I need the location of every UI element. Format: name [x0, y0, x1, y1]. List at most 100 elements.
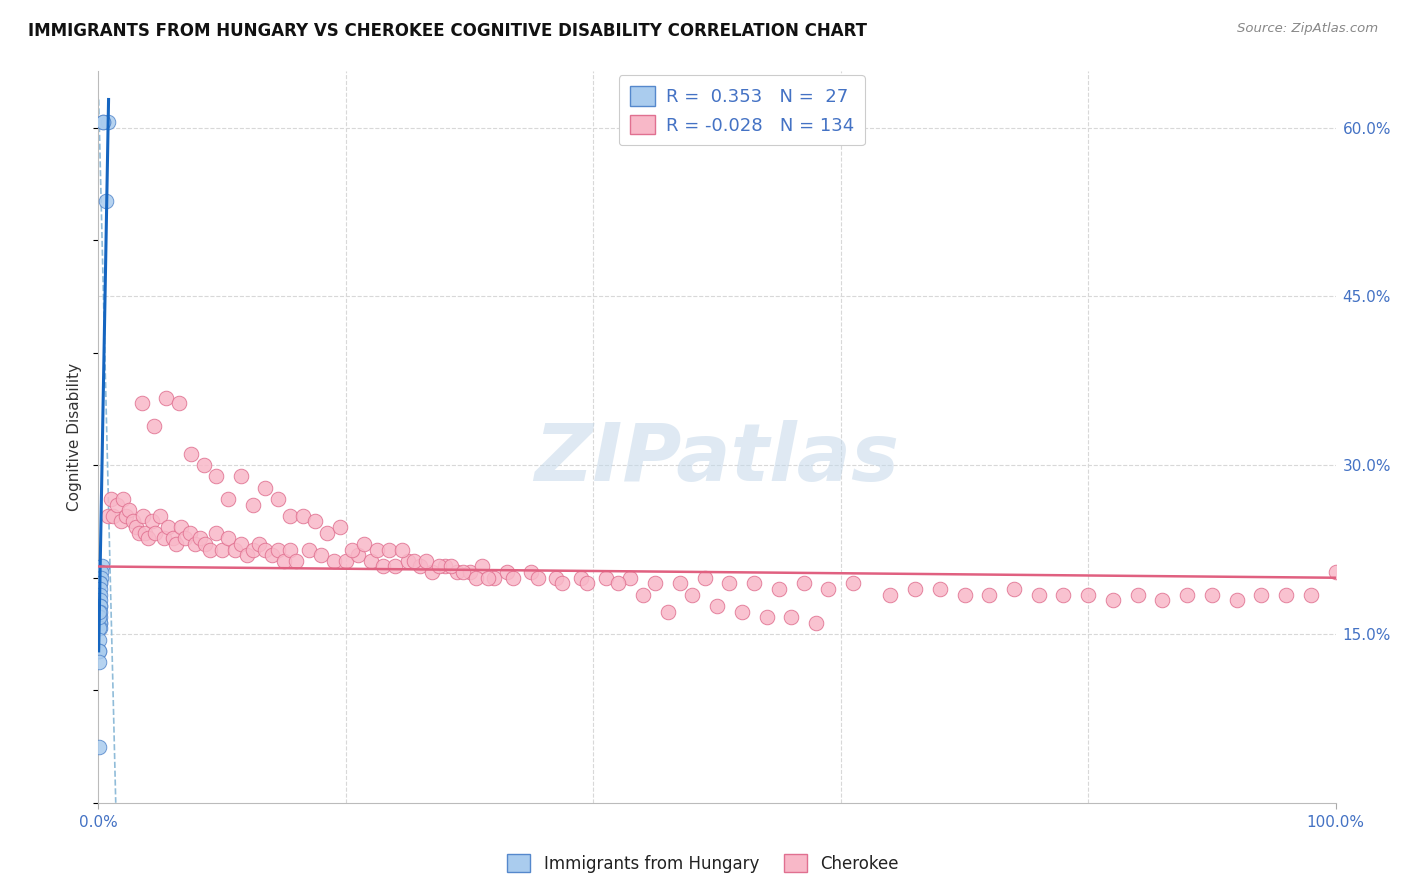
Point	[156, 520, 179, 534]
Point	[780, 610, 803, 624]
Point	[742, 576, 765, 591]
Point	[217, 532, 239, 546]
Point	[267, 491, 290, 506]
Point	[569, 571, 592, 585]
Point	[768, 582, 790, 596]
Point	[477, 571, 499, 585]
Point	[224, 542, 246, 557]
Point	[267, 542, 290, 557]
Point	[193, 458, 215, 473]
Point	[755, 610, 778, 624]
Point	[141, 515, 163, 529]
Point	[718, 576, 741, 591]
Point	[1250, 588, 1272, 602]
Point	[706, 599, 728, 613]
Point	[453, 565, 475, 579]
Point	[979, 588, 1001, 602]
Point	[89, 576, 111, 591]
Point	[162, 532, 184, 546]
Point	[278, 508, 301, 523]
Point	[94, 194, 117, 208]
Point	[378, 542, 401, 557]
Point	[551, 576, 574, 591]
Point	[879, 588, 901, 602]
Point	[194, 537, 217, 551]
Point	[90, 565, 112, 579]
Point	[87, 621, 110, 635]
Point	[953, 588, 976, 602]
Point	[87, 605, 110, 619]
Point	[89, 615, 111, 630]
Point	[353, 537, 375, 551]
Point	[1299, 588, 1322, 602]
Point	[254, 481, 277, 495]
Point	[134, 525, 156, 540]
Point	[669, 576, 692, 591]
Text: IMMIGRANTS FROM HUNGARY VS CHEROKEE COGNITIVE DISABILITY CORRELATION CHART: IMMIGRANTS FROM HUNGARY VS CHEROKEE COGN…	[28, 22, 868, 40]
Point	[316, 525, 339, 540]
Point	[1175, 588, 1198, 602]
Point	[817, 582, 839, 596]
Point	[409, 559, 432, 574]
Point	[89, 605, 111, 619]
Point	[89, 599, 111, 613]
Point	[1052, 588, 1074, 602]
Point	[347, 548, 370, 562]
Point	[842, 576, 865, 591]
Point	[179, 525, 201, 540]
Point	[446, 565, 468, 579]
Point	[693, 571, 716, 585]
Point	[155, 391, 177, 405]
Point	[458, 565, 481, 579]
Legend: R =  0.353   N =  27, R = -0.028   N = 134: R = 0.353 N = 27, R = -0.028 N = 134	[619, 75, 865, 145]
Point	[304, 515, 326, 529]
Point	[278, 542, 301, 557]
Point	[93, 115, 115, 129]
Point	[254, 542, 277, 557]
Point	[242, 542, 264, 557]
Point	[804, 615, 827, 630]
Point	[415, 554, 437, 568]
Point	[433, 559, 456, 574]
Point	[291, 508, 314, 523]
Point	[928, 582, 950, 596]
Point	[247, 537, 270, 551]
Point	[619, 571, 641, 585]
Point	[236, 548, 259, 562]
Point	[198, 542, 221, 557]
Point	[422, 565, 444, 579]
Point	[89, 588, 111, 602]
Point	[93, 115, 115, 129]
Point	[484, 571, 506, 585]
Point	[87, 644, 110, 658]
Point	[366, 542, 388, 557]
Point	[595, 571, 617, 585]
Point	[1126, 588, 1149, 602]
Point	[174, 532, 197, 546]
Point	[1152, 593, 1174, 607]
Point	[731, 605, 754, 619]
Point	[260, 548, 283, 562]
Point	[657, 605, 679, 619]
Text: Source: ZipAtlas.com: Source: ZipAtlas.com	[1237, 22, 1378, 36]
Point	[1077, 588, 1099, 602]
Point	[100, 491, 122, 506]
Point	[89, 610, 111, 624]
Point	[184, 537, 207, 551]
Point	[1028, 588, 1050, 602]
Point	[402, 554, 425, 568]
Point	[205, 525, 228, 540]
Point	[89, 576, 111, 591]
Point	[360, 554, 382, 568]
Point	[97, 508, 120, 523]
Point	[118, 503, 141, 517]
Point	[298, 542, 321, 557]
Point	[1002, 582, 1025, 596]
Point	[322, 554, 344, 568]
Point	[143, 418, 166, 433]
Point	[1201, 588, 1223, 602]
Point	[103, 508, 125, 523]
Point	[122, 515, 145, 529]
Point	[904, 582, 927, 596]
Point	[89, 615, 111, 630]
